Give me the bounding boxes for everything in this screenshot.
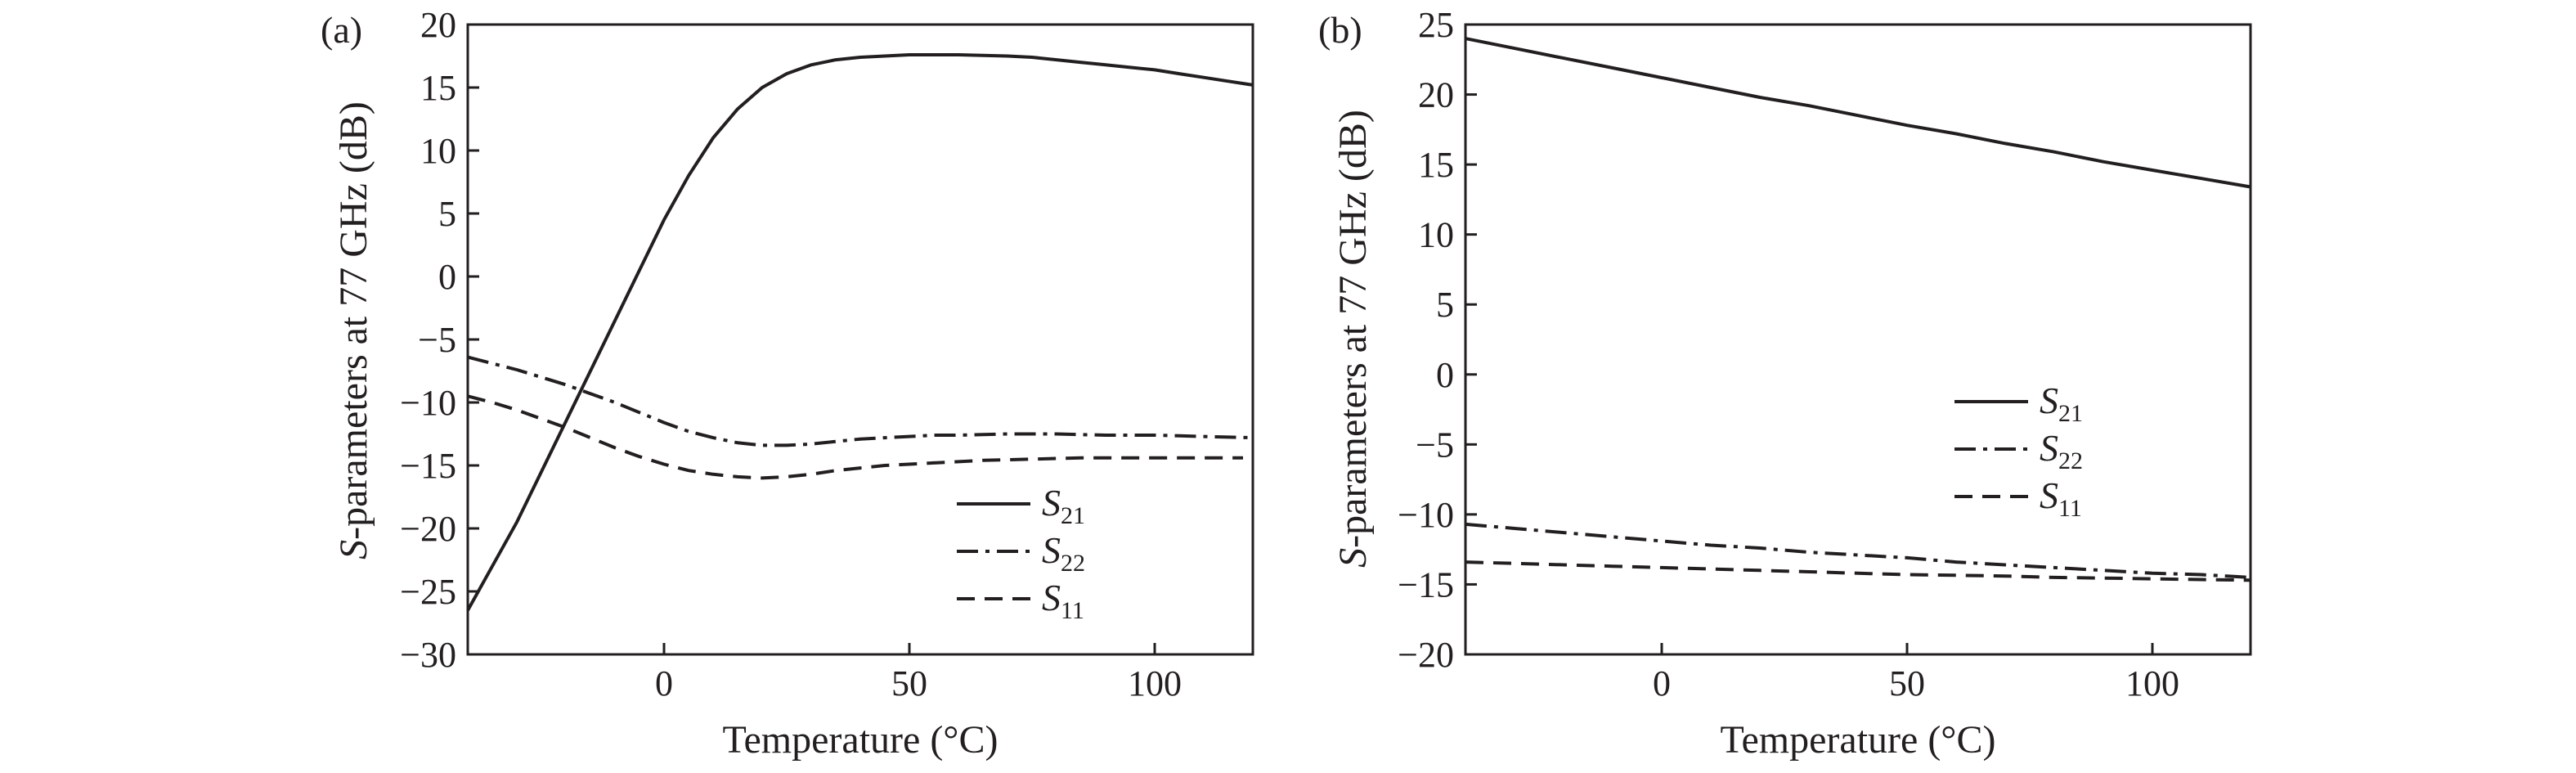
series-s11-line [1465,560,2251,582]
y-tick-label: 15 [1418,145,1454,185]
y-tick-label: 15 [420,68,456,108]
y-tick-label: −15 [1398,564,1454,604]
y-tick-label: −15 [400,446,456,486]
y-tick-label: −5 [1416,425,1454,465]
y-tick-label: 20 [1418,75,1454,115]
x-tick-label: 50 [1889,663,1925,703]
legend-label: S11 [2040,474,2082,522]
y-tick-label: 5 [1436,285,1454,325]
y-axis-label: S-parameters at 77 GHz (dB) [332,101,375,560]
y-axis-label-rest: -parameters at 77 GHz (dB) [1331,110,1375,548]
y-tick-label: −30 [400,635,456,675]
y-axis-label: S-parameters at 77 GHz (dB) [1331,110,1375,568]
x-tick-label: 0 [1653,663,1671,703]
x-tick-label: 100 [2125,663,2179,703]
y-tick-label: 10 [1418,215,1454,255]
series-lines [1465,37,2251,582]
plot-frame [1464,23,2252,656]
y-tick-label: 5 [438,194,456,234]
chart-panel-b: (b) S-parameters at 77 GHz (dB) Temperat… [1318,5,2252,762]
legend-label: S22 [1042,529,1085,577]
y-tick-label: −20 [400,509,456,549]
series-s21-line [466,53,1254,612]
y-tick-label: −10 [1398,495,1454,535]
y-tick-label: 10 [420,131,456,171]
y-tick-label: 20 [420,5,456,45]
series-s22-line [1465,522,2251,579]
y-tick-label: −5 [418,320,456,360]
legend-label: S22 [2040,427,2083,474]
legend-label: S11 [1042,577,1084,624]
series-s21-line [1465,37,2251,189]
y-tick-label: 25 [1418,5,1454,45]
x-tick-label: 100 [1128,663,1182,703]
y-axis-label-italic: S [332,540,375,560]
chart-panel-a: (a) S-parameters at 77 GHz (dB) Temperat… [321,5,1254,762]
x-ticks: 0 50 100 [655,643,1182,703]
panel-label: (b) [1318,9,1362,51]
panel-label: (a) [321,9,362,51]
legend-label: S21 [2040,380,2083,427]
y-axis-label-rest: -parameters at 77 GHz (dB) [332,101,375,540]
y-tick-label: 0 [1436,355,1454,395]
series-lines [466,53,1254,612]
x-tick-label: 0 [655,663,673,703]
y-tick-label: −25 [400,572,456,612]
series-s11-line [467,394,1243,480]
series-s22-line [467,355,1254,447]
x-tick-label: 50 [891,663,927,703]
x-ticks: 0 50 100 [1653,643,2179,703]
y-tick-label: −20 [1398,635,1454,675]
legend-label: S21 [1042,482,1085,529]
x-axis-label: Temperature (°C) [1720,718,1995,762]
y-ticks: −20 −15 −10 −5 0 5 10 15 20 25 [1398,5,1477,675]
plot-frame [466,23,1254,656]
y-ticks: −30 −25 −20 −15 −10 −5 0 5 10 15 20 [400,5,479,675]
y-tick-label: 0 [438,257,456,297]
y-axis-label-italic: S [1331,548,1375,568]
x-axis-label: Temperature (°C) [722,718,998,762]
y-tick-label: −10 [400,383,456,423]
